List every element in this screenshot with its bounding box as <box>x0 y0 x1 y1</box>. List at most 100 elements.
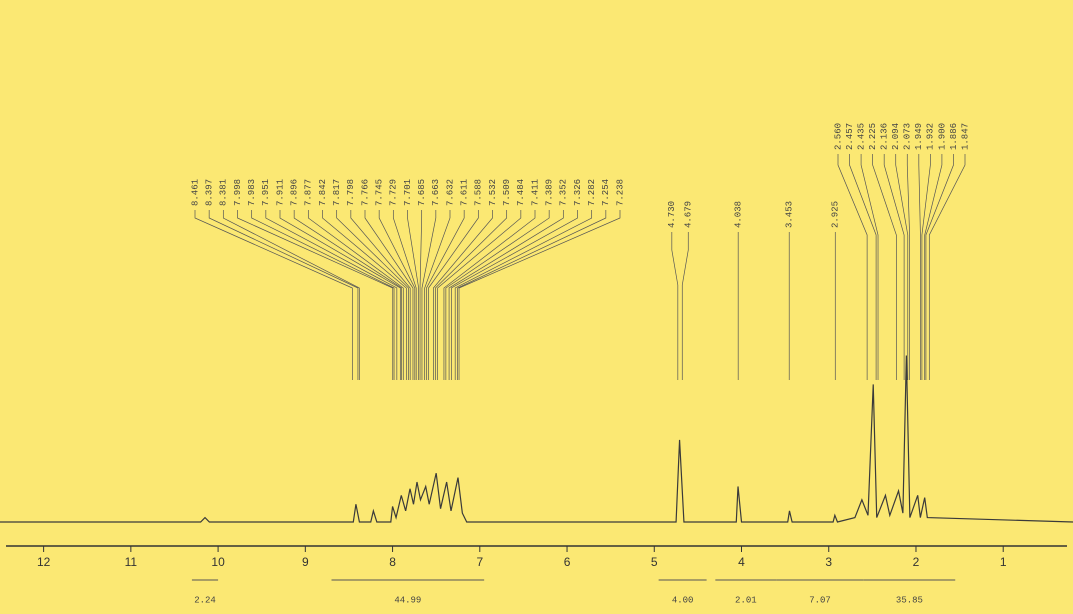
x-tick-label: 1 <box>1000 555 1007 569</box>
peak-leader <box>419 210 423 380</box>
peak-label: 1.847 <box>960 123 970 150</box>
peak-leader <box>265 210 398 380</box>
peak-leader <box>671 232 679 380</box>
x-tick-label: 5 <box>651 555 658 569</box>
peak-leader <box>458 210 621 380</box>
peak-label: 3.453 <box>785 201 795 228</box>
peak-label: 7.411 <box>530 179 540 206</box>
peak-label: 7.389 <box>545 179 555 206</box>
peak-label: 7.532 <box>488 179 498 206</box>
peak-leader <box>837 154 868 380</box>
peak-leader <box>457 210 607 380</box>
peak-label: 7.326 <box>573 179 583 206</box>
x-tick-label: 8 <box>389 555 396 569</box>
peak-label: 2.136 <box>880 123 890 150</box>
peak-leader <box>364 210 414 380</box>
peak-leader <box>322 210 407 380</box>
peak-leader <box>860 154 879 380</box>
peak-leader <box>681 232 689 380</box>
peak-leader <box>237 210 394 380</box>
integral-label: 4.00 <box>672 595 694 605</box>
peak-leader <box>433 210 493 380</box>
peak-leader <box>437 210 522 380</box>
peak-label: 7.685 <box>417 179 427 206</box>
peak-label: 7.951 <box>261 179 271 206</box>
peak-label: 7.663 <box>431 179 441 206</box>
peak-label: 7.729 <box>389 179 399 206</box>
peak-label: 8.397 <box>205 179 215 206</box>
x-tick-label: 9 <box>302 555 309 569</box>
peak-label: 4.679 <box>684 201 694 228</box>
peak-leader <box>918 154 921 380</box>
peak-label: 7.745 <box>375 179 385 206</box>
integral-label: 7.07 <box>809 595 831 605</box>
x-tick-label: 10 <box>211 555 225 569</box>
peak-leader <box>307 210 404 380</box>
peak-label: 2.560 <box>833 123 843 150</box>
peak-label: 7.817 <box>332 179 342 206</box>
x-tick-label: 2 <box>913 555 920 569</box>
peak-label: 7.983 <box>247 179 257 206</box>
peak-label: 7.766 <box>360 179 370 206</box>
peak-leader <box>924 154 943 380</box>
peak-label: 7.896 <box>290 179 300 206</box>
integral-label: 35.85 <box>896 595 923 605</box>
peak-leader <box>336 210 409 380</box>
peak-leader <box>424 210 451 380</box>
peak-leader <box>445 210 550 380</box>
peak-leader <box>378 210 416 380</box>
peak-leader <box>906 154 910 380</box>
peak-label: 1.932 <box>926 123 936 150</box>
peak-label: 7.238 <box>615 179 625 206</box>
peak-leader <box>428 210 479 380</box>
peak-leader <box>251 210 395 380</box>
peak-leader <box>293 210 402 380</box>
peak-leader <box>921 154 931 380</box>
peak-label: 2.435 <box>856 123 866 150</box>
spectrum-line <box>0 355 1073 523</box>
peak-label: 7.611 <box>460 179 470 206</box>
peak-label: 7.509 <box>502 179 512 206</box>
peak-leader <box>426 210 465 380</box>
integral-label: 44.99 <box>394 595 421 605</box>
peak-leader <box>392 210 417 380</box>
peak-label: 7.911 <box>275 179 285 206</box>
peak-label: 7.352 <box>559 179 569 206</box>
peak-label: 7.798 <box>346 179 356 206</box>
peak-leader <box>350 210 411 380</box>
peak-leader <box>451 210 578 380</box>
peak-leader <box>407 210 419 380</box>
peak-leader <box>208 210 359 380</box>
integral-label: 2.24 <box>194 595 216 605</box>
peak-label: 1.900 <box>937 123 947 150</box>
peak-label: 7.998 <box>233 179 243 206</box>
peak-label: 7.254 <box>601 179 611 206</box>
peak-label: 1.886 <box>949 123 959 150</box>
peak-label: 7.282 <box>587 179 597 206</box>
peak-leader <box>194 210 353 380</box>
x-tick-label: 11 <box>125 555 138 569</box>
peak-label: 8.461 <box>190 179 200 206</box>
peak-label: 4.730 <box>667 201 677 228</box>
peak-label: 2.457 <box>845 123 855 150</box>
peak-label: 4.038 <box>734 201 744 228</box>
peak-label: 2.073 <box>903 123 913 150</box>
peak-label: 7.842 <box>318 179 328 206</box>
x-tick-label: 4 <box>738 555 745 569</box>
x-tick-label: 3 <box>825 555 832 569</box>
peak-label: 7.701 <box>403 179 413 206</box>
peak-leader <box>421 210 437 380</box>
peak-leader <box>222 210 360 380</box>
peak-leader <box>454 210 593 380</box>
peak-leader <box>928 154 966 380</box>
peak-label: 1.949 <box>914 123 924 150</box>
x-tick-label: 6 <box>564 555 571 569</box>
x-tick-label: 7 <box>476 555 483 569</box>
peak-leader <box>443 210 536 380</box>
peak-leader <box>849 154 877 380</box>
peak-leader <box>279 210 401 380</box>
peak-leader <box>872 154 897 380</box>
